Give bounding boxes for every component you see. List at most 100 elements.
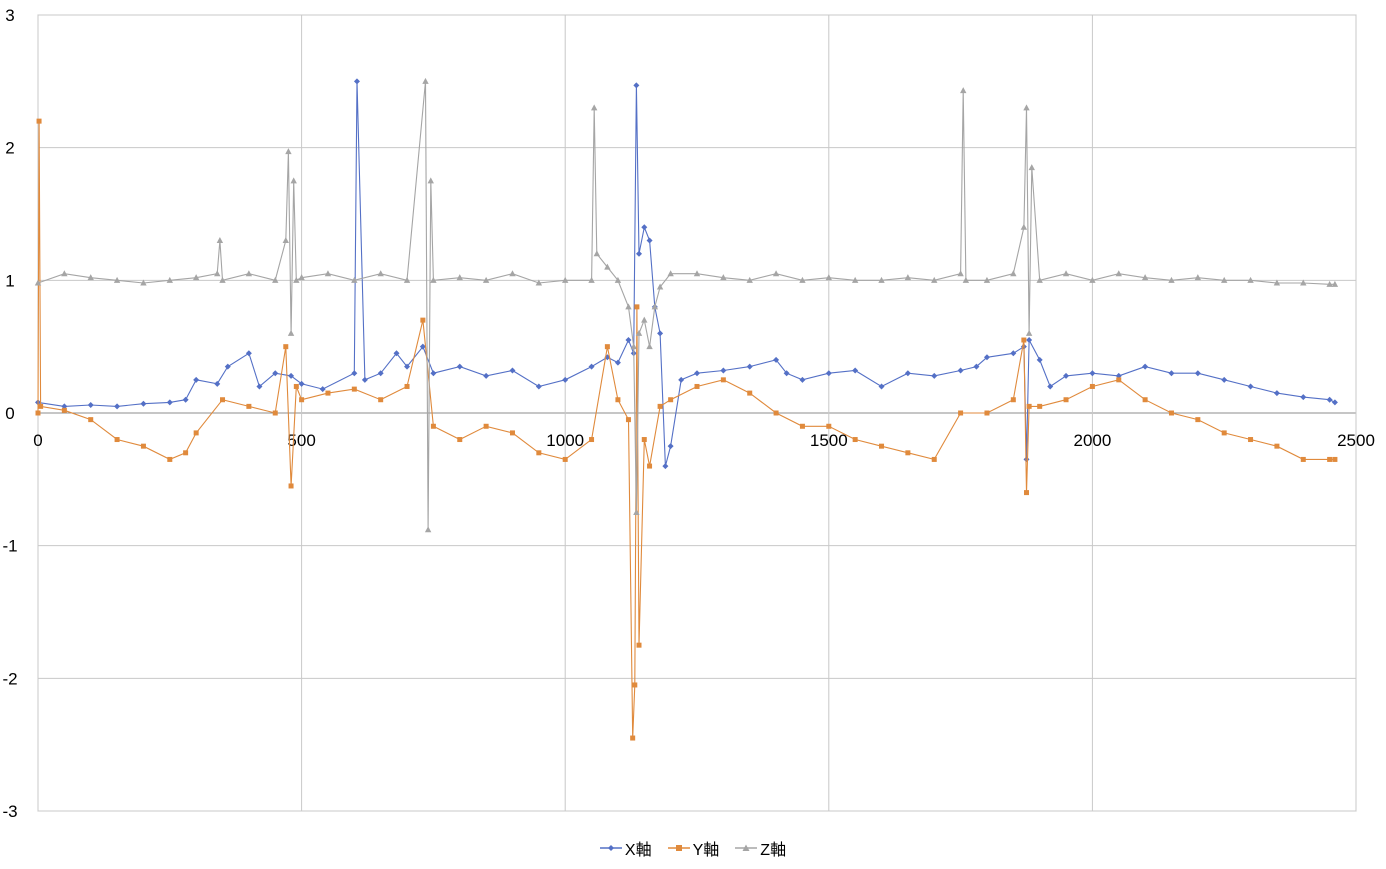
data-point <box>615 397 621 403</box>
data-point <box>1025 329 1033 336</box>
data-point <box>536 450 542 456</box>
data-point <box>632 682 638 688</box>
data-point <box>456 363 463 370</box>
legend-label-z: Z軸 <box>760 842 787 859</box>
data-point <box>219 276 226 283</box>
data-point <box>361 376 368 383</box>
data-point <box>1026 337 1033 344</box>
x-tick-label: 500 <box>287 431 315 450</box>
data-point <box>720 274 727 281</box>
data-point <box>852 437 858 443</box>
data-point <box>427 177 434 184</box>
legend-item-x: X軸 <box>599 836 652 860</box>
data-point <box>635 329 643 336</box>
data-point <box>140 279 147 286</box>
data-point <box>1248 437 1254 443</box>
data-point <box>667 270 674 277</box>
data-point <box>87 274 94 281</box>
data-point <box>87 402 94 409</box>
data-point <box>647 463 653 469</box>
data-point <box>404 363 411 370</box>
data-point <box>694 383 700 389</box>
chart-legend: X軸 Y軸 Z軸 <box>0 836 1386 860</box>
data-point <box>634 304 640 310</box>
data-point <box>1142 363 1149 370</box>
data-point <box>422 77 429 84</box>
data-point <box>1141 274 1149 281</box>
legend-label-x: X軸 <box>624 842 652 859</box>
data-point <box>61 270 68 277</box>
data-point <box>662 463 669 470</box>
y-axis-ticks: 3 2 1 0 -1 -2 -3 <box>2 6 17 821</box>
data-point <box>614 359 621 366</box>
data-point <box>694 370 700 377</box>
data-point <box>113 276 121 283</box>
data-point <box>293 383 299 389</box>
series-group <box>35 78 1338 470</box>
data-point <box>958 410 964 416</box>
data-point <box>1273 390 1280 397</box>
data-point <box>799 376 806 383</box>
data-point <box>288 372 295 379</box>
data-point <box>931 456 937 462</box>
legend-z-marker-icon <box>735 844 758 851</box>
data-point <box>377 370 384 377</box>
data-point <box>193 376 200 383</box>
data-point <box>293 276 300 283</box>
data-point <box>1010 397 1016 403</box>
data-point <box>960 87 967 94</box>
data-point <box>1327 456 1333 462</box>
data-point <box>879 443 885 449</box>
data-point <box>167 456 173 462</box>
legend-item-z: Z軸 <box>735 836 786 860</box>
data-point <box>772 270 780 277</box>
data-point <box>182 396 189 403</box>
y-tick-label: 0 <box>5 404 14 423</box>
data-point <box>641 316 648 323</box>
data-point <box>1194 274 1202 281</box>
series-group <box>34 77 1339 533</box>
data-point <box>34 279 42 286</box>
data-point <box>641 224 648 231</box>
data-point <box>256 383 263 390</box>
series-lines <box>34 77 1339 741</box>
data-point <box>1168 370 1175 377</box>
data-point <box>657 403 663 409</box>
data-point <box>1036 356 1043 363</box>
data-point <box>298 380 305 387</box>
data-point <box>1195 417 1201 423</box>
data-point <box>1300 279 1307 286</box>
data-point <box>1221 276 1228 283</box>
data-point <box>351 386 357 392</box>
data-point <box>192 274 200 281</box>
data-point <box>214 380 221 387</box>
data-point <box>224 363 231 370</box>
data-point <box>983 276 991 283</box>
data-point <box>482 276 490 283</box>
data-point <box>983 354 990 361</box>
x-tick-label: 1000 <box>546 431 584 450</box>
data-point <box>1037 403 1043 409</box>
data-point <box>483 423 489 429</box>
data-point <box>1331 280 1339 287</box>
data-point <box>61 407 67 413</box>
data-point <box>509 270 516 277</box>
data-point <box>1047 383 1054 390</box>
data-point <box>656 283 664 290</box>
data-point <box>693 270 701 277</box>
data-point <box>272 370 279 377</box>
data-point <box>298 274 305 281</box>
data-point <box>588 363 595 370</box>
data-point <box>1089 383 1095 389</box>
data-point <box>1089 370 1096 377</box>
data-point <box>325 390 331 396</box>
data-point <box>351 370 358 377</box>
data-point <box>1300 456 1306 462</box>
data-point <box>590 104 598 111</box>
data-point <box>393 350 400 357</box>
data-point <box>283 344 289 350</box>
data-point <box>905 450 911 456</box>
data-point <box>1063 397 1069 403</box>
data-point <box>1326 280 1333 287</box>
data-point <box>630 343 637 350</box>
